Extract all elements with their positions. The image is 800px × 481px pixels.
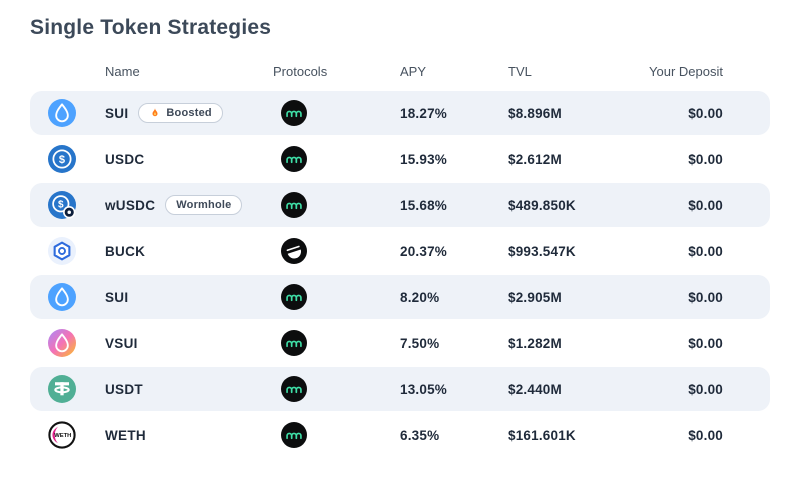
tvl-value: $489.850K (508, 197, 576, 213)
navi-protocol-icon (281, 100, 307, 126)
deposit-value: $0.00 (688, 151, 723, 167)
apy-value: 20.37% (400, 243, 447, 259)
usdc-token-icon (48, 145, 76, 173)
token-name: VSUI (105, 335, 138, 351)
navi-protocol-icon (281, 284, 307, 310)
navi-protocol-icon (281, 330, 307, 356)
column-header-apy: APY (400, 64, 427, 79)
vsui-token-icon (48, 329, 76, 357)
token-name: BUCK (105, 243, 146, 259)
token-name: USDT (105, 381, 143, 397)
deposit-value: $0.00 (688, 105, 723, 121)
deposit-value: $0.00 (688, 289, 723, 305)
navi-protocol-icon (281, 146, 307, 172)
table-row[interactable]: wUSDC Wormhole 15.68% $489.850K $0.00 (30, 183, 770, 227)
apy-value: 15.68% (400, 197, 447, 213)
table-row[interactable]: VSUI 7.50% $1.282M $0.00 (30, 321, 770, 365)
table-row[interactable]: SUI 8.20% $2.905M $0.00 (30, 275, 770, 319)
table-header-row: Name Protocols APY TVL Your Deposit (30, 64, 770, 79)
column-header-your-deposit: Your Deposit (649, 64, 723, 79)
apy-value: 8.20% (400, 289, 440, 305)
token-name: WETH (105, 427, 146, 443)
token-name: USDC (105, 151, 145, 167)
table-row[interactable]: BUCK 20.37% $993.547K $0.00 (30, 229, 770, 273)
column-header-protocols: Protocols (273, 64, 328, 79)
page-title: Single Token Strategies (30, 16, 272, 39)
sui-token-icon (48, 99, 76, 127)
buck-token-icon (48, 237, 76, 265)
deposit-value: $0.00 (688, 335, 723, 351)
deposit-value: $0.00 (688, 197, 723, 213)
flame-icon (152, 108, 158, 117)
tvl-value: $1.282M (508, 335, 562, 351)
navi-protocol-icon (281, 422, 307, 448)
column-header-name: Name (105, 64, 140, 79)
tvl-value: $2.612M (508, 151, 562, 167)
wormhole-badge: Wormhole (165, 195, 243, 215)
sui-token-icon (48, 283, 76, 311)
deposit-value: $0.00 (688, 427, 723, 443)
apy-value: 13.05% (400, 381, 447, 397)
column-header-tvl: TVL (508, 64, 532, 79)
table-row[interactable]: WETH 6.35% $161.601K $0.00 (30, 413, 770, 457)
navi-protocol-icon (281, 376, 307, 402)
table-row[interactable]: SUI Boosted 18.27% $8.896M $0.00 (30, 91, 770, 135)
table-row[interactable]: USDT 13.05% $2.440M $0.00 (30, 367, 770, 411)
tvl-value: $161.601K (508, 427, 576, 443)
weth-token-icon (48, 421, 76, 449)
apy-value: 15.93% (400, 151, 447, 167)
table-row[interactable]: USDC 15.93% $2.612M $0.00 (30, 137, 770, 181)
deposit-value: $0.00 (688, 243, 723, 259)
tvl-value: $993.547K (508, 243, 576, 259)
deposit-value: $0.00 (688, 381, 723, 397)
tvl-value: $8.896M (508, 105, 562, 121)
token-name: SUI (105, 105, 129, 121)
boosted-badge: Boosted (138, 103, 223, 123)
token-name: SUI (105, 289, 129, 305)
wusdc-token-icon (48, 191, 76, 219)
apy-value: 7.50% (400, 335, 440, 351)
bucket-protocol-icon (281, 238, 307, 264)
apy-value: 6.35% (400, 427, 440, 443)
wormhole-badge-label: Wormhole (176, 199, 232, 211)
tvl-value: $2.440M (508, 381, 562, 397)
navi-protocol-icon (281, 192, 307, 218)
apy-value: 18.27% (400, 105, 447, 121)
usdt-token-icon (48, 375, 76, 403)
boosted-badge-label: Boosted (166, 107, 212, 119)
token-name: wUSDC (105, 197, 156, 213)
tvl-value: $2.905M (508, 289, 562, 305)
